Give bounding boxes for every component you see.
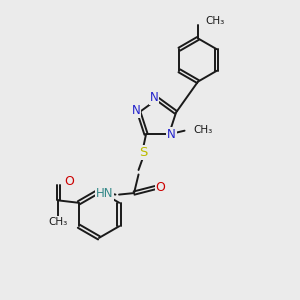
Text: O: O: [155, 181, 165, 194]
Text: CH₃: CH₃: [49, 217, 68, 227]
Text: HN: HN: [95, 188, 113, 200]
Text: O: O: [64, 175, 74, 188]
Text: S: S: [139, 146, 147, 159]
Text: N: N: [132, 104, 140, 118]
Text: N: N: [149, 91, 158, 104]
Text: CH₃: CH₃: [206, 16, 225, 26]
Text: CH₃: CH₃: [193, 125, 212, 135]
Text: N: N: [167, 128, 176, 141]
